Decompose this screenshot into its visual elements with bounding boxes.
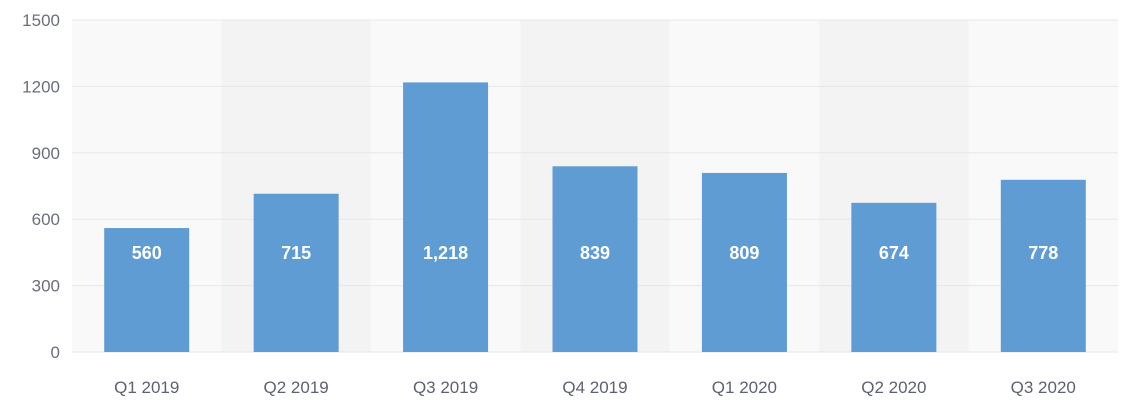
data-label: 778 <box>1028 243 1058 263</box>
y-tick-label: 0 <box>51 343 60 362</box>
data-label: 560 <box>132 243 162 263</box>
bar[interactable] <box>403 82 489 352</box>
y-tick-label: 300 <box>32 277 60 296</box>
bar[interactable] <box>1000 179 1086 352</box>
bar[interactable] <box>104 228 190 352</box>
y-tick-label: 1500 <box>22 11 60 30</box>
data-label: 715 <box>281 243 311 263</box>
data-label: 809 <box>729 243 759 263</box>
x-tick-label: Q3 2020 <box>1011 378 1076 397</box>
y-tick-label: 1200 <box>22 77 60 96</box>
data-label: 1,218 <box>423 243 468 263</box>
y-tick-label: 600 <box>32 210 60 229</box>
x-tick-label: Q2 2019 <box>264 378 329 397</box>
x-tick-label: Q3 2019 <box>413 378 478 397</box>
data-label: 839 <box>580 243 610 263</box>
x-tick-label: Q1 2020 <box>712 378 777 397</box>
x-tick-label: Q4 2019 <box>562 378 627 397</box>
bar[interactable] <box>701 172 787 352</box>
data-label: 674 <box>879 243 909 263</box>
x-tick-label: Q1 2019 <box>114 378 179 397</box>
y-tick-label: 900 <box>32 144 60 163</box>
bar[interactable] <box>851 202 937 352</box>
bar[interactable] <box>552 166 638 352</box>
x-tick-label: Q2 2020 <box>861 378 926 397</box>
bar[interactable] <box>253 193 339 352</box>
